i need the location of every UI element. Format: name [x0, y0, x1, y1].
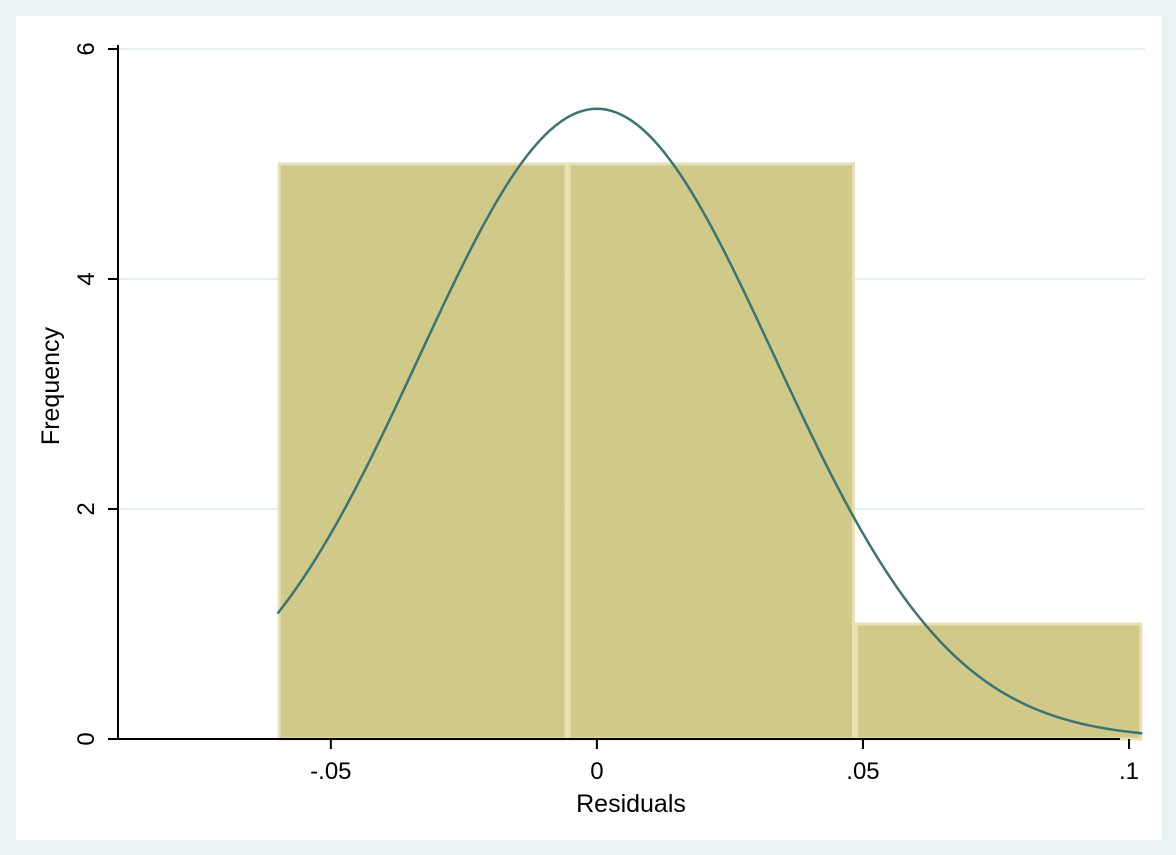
axes [108, 45, 1131, 749]
histogram-bar [854, 622, 1143, 741]
x-tick-label: .05 [846, 758, 879, 785]
y-axis-title: Frequency [37, 326, 65, 445]
histogram-bar [277, 162, 568, 741]
y-tick-label: 6 [73, 42, 100, 55]
normal-density-curve [276, 107, 1143, 735]
x-tick-label: 0 [590, 758, 603, 785]
y-tick-label: 0 [73, 732, 100, 745]
y-tick-label: 2 [73, 502, 100, 515]
histogram-bar [567, 162, 855, 741]
histogram-bars [277, 162, 1143, 741]
x-axis-title: Residuals [576, 790, 686, 818]
x-tick-label: -.05 [310, 758, 351, 785]
y-tick-label: 4 [73, 272, 100, 285]
tick-labels: -.05 0 .05 .1 0 2 4 6 [73, 42, 1139, 785]
x-tick-label: .1 [1119, 758, 1139, 785]
